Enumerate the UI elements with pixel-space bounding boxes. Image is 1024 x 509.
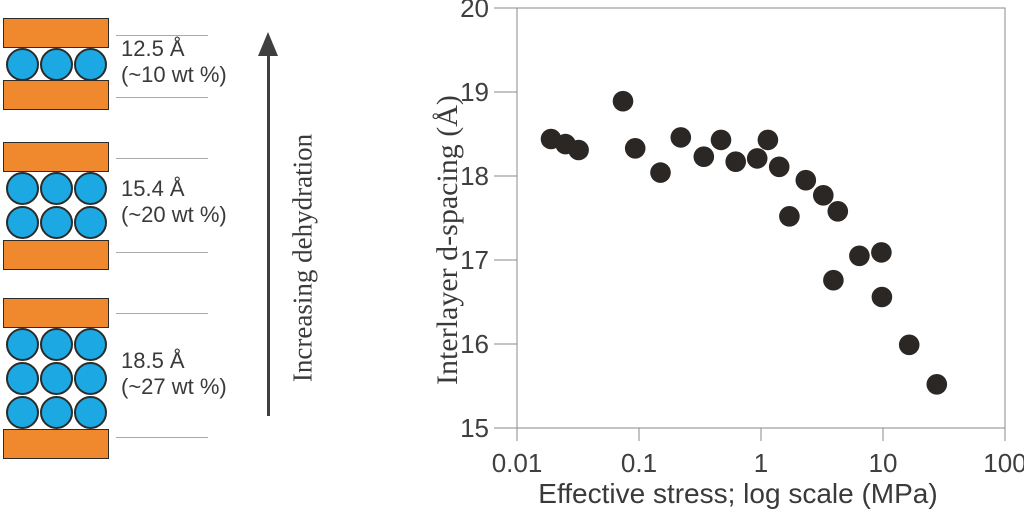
data-point: [871, 286, 893, 308]
y-tick-label: 18: [460, 161, 489, 191]
data-point: [612, 90, 634, 112]
dspacing-reference-line: [116, 97, 208, 98]
y-axis-title: Interlayer d-spacing (Å): [431, 95, 464, 385]
x-tick-label: 10: [869, 448, 898, 478]
data-point: [768, 156, 790, 178]
data-point: [827, 201, 849, 222]
water-molecule: [6, 396, 39, 429]
clay-layer-bar: [3, 240, 109, 270]
data-point: [813, 185, 834, 206]
y-tick-label: 16: [460, 329, 489, 359]
dspacing-reference-line: [116, 35, 208, 36]
x-axis-ticks: 0.01 0.1 1 10 100: [492, 428, 1024, 478]
dspacing-reference-line: [116, 437, 208, 438]
data-point: [725, 151, 746, 172]
water-content-value-3: (~27 wt %): [121, 374, 227, 399]
water-molecule: [74, 172, 107, 205]
data-point: [849, 245, 870, 267]
clay-layer-bar: [3, 298, 109, 328]
water-molecule: [40, 396, 73, 429]
dspacing-reference-line: [116, 158, 208, 159]
water-molecule: [6, 206, 39, 239]
data-point: [650, 162, 671, 183]
water-molecule: [6, 362, 39, 395]
state-label-2: 15.4 Å (~20 wt %): [121, 176, 227, 228]
y-tick-label: 20: [460, 0, 489, 23]
x-axis-title: Effective stress; log scale (MPa): [538, 478, 937, 509]
state-label-3: 18.5 Å (~27 wt %): [121, 348, 227, 400]
plot-frame: [516, 7, 1006, 429]
data-point: [710, 129, 732, 151]
water-molecule: [74, 362, 107, 395]
dspacing-reference-line: [116, 313, 208, 314]
data-point: [568, 139, 589, 161]
water-molecule: [74, 396, 107, 429]
data-point: [823, 269, 844, 291]
dehydration-arrow-head-icon: [258, 32, 278, 56]
water-molecule: [6, 172, 39, 205]
data-point: [693, 146, 715, 167]
water-molecule: [40, 172, 73, 205]
water-content-value-1: (~10 wt %): [121, 62, 227, 87]
state-label-1: 12.5 Å (~10 wt %): [121, 36, 227, 88]
y-tick-label: 19: [460, 77, 489, 107]
x-tick-label: 0.1: [621, 448, 657, 478]
data-point: [898, 334, 920, 356]
water-molecule: [40, 206, 73, 239]
clay-layer-bar: [3, 80, 109, 110]
water-molecule: [74, 48, 107, 81]
y-tick-label: 17: [460, 245, 489, 275]
dspacing-reference-line: [116, 252, 208, 253]
y-tick-label: 15: [460, 413, 489, 443]
dehydration-arrow-line: [267, 54, 270, 416]
data-point: [795, 169, 817, 191]
data-point: [624, 138, 646, 159]
x-tick-label: 100: [983, 448, 1024, 478]
data-point: [670, 127, 692, 148]
data-points: [540, 90, 948, 395]
data-point: [746, 148, 768, 169]
y-axis-ticks: 15 16 17 18 19 20: [460, 0, 517, 443]
dspacing-value-1: 12.5 Å: [121, 36, 185, 61]
water-molecule: [6, 328, 39, 361]
water-molecule: [6, 48, 39, 81]
clay-layer-bar: [3, 18, 109, 48]
data-point: [757, 129, 779, 151]
clay-layer-bar: [3, 142, 109, 172]
clay-layer-bar: [3, 429, 109, 459]
water-molecule: [74, 206, 107, 239]
x-tick-label: 1: [754, 448, 768, 478]
water-molecule: [74, 328, 107, 361]
water-molecule: [40, 362, 73, 395]
data-point: [871, 242, 892, 263]
water-molecule: [40, 48, 73, 81]
data-point: [926, 374, 948, 395]
water-molecule: [40, 328, 73, 361]
data-point: [779, 206, 800, 227]
water-content-value-2: (~20 wt %): [121, 202, 227, 227]
dspacing-value-2: 15.4 Å: [121, 176, 185, 201]
dspacing-value-3: 18.5 Å: [121, 348, 185, 373]
x-tick-label: 0.01: [492, 448, 543, 478]
